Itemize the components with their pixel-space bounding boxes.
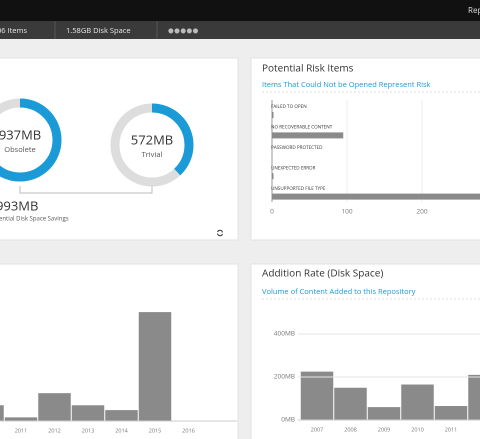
card-title: Addition Rate (Disk Space): [262, 266, 383, 280]
x-tick-label: 2016: [182, 426, 195, 434]
x-tick-label: 2015: [149, 426, 162, 434]
x-tick-label: 2013: [82, 426, 95, 434]
bar: [272, 112, 274, 118]
refresh-glyph: [216, 229, 224, 237]
donut-label: Obsolete: [4, 145, 36, 155]
x-tick-label: 2011: [445, 425, 458, 433]
x-tick-label: 100: [341, 207, 352, 216]
x-tick-label: 2009: [378, 425, 391, 433]
clip-group: [0, 312, 172, 421]
bar: [300, 371, 334, 420]
status-bar: [0, 21, 480, 39]
x-tick-label: 2014: [115, 426, 128, 434]
donut-value: 572MB: [131, 130, 173, 148]
connector: [19, 186, 153, 194]
bar: [401, 384, 434, 420]
card-subtitle: Items That Could Not be Opened Represent…: [262, 80, 431, 90]
bar: [138, 312, 172, 421]
bar: [71, 405, 105, 421]
card-subtitle: Volume of Content Added to this Reposito…: [262, 287, 416, 297]
savings-label: ential Disk Space Savings: [0, 215, 69, 223]
bar: [434, 406, 468, 420]
donut-arc: [0, 98, 62, 182]
bar: [38, 393, 71, 421]
savings-total: 993MB: [0, 196, 38, 214]
bar: [367, 407, 401, 420]
clip-group: [271, 100, 480, 202]
x-tick-label: 2010: [411, 425, 424, 433]
x-tick-label: 2012: [48, 426, 61, 434]
y-tick-label: 400MB: [274, 329, 295, 338]
bar: [272, 193, 480, 200]
category-label: FAILED TO OPEN: [271, 104, 307, 110]
category-label: PASSWORD PROTECTED: [271, 145, 323, 151]
bar: [272, 132, 344, 139]
user-menu[interactable]: Rep: [468, 5, 480, 16]
bar: [105, 410, 138, 421]
bar: [0, 405, 4, 421]
x-tick-label: 200: [416, 207, 427, 216]
donut-arc: [110, 103, 194, 187]
risk-card: [250, 57, 480, 241]
y-tick-label: 0MB: [281, 415, 295, 424]
y-tick-label: 200MB: [274, 372, 295, 381]
category-label: UNSUPPORTED FILE TYPE: [271, 186, 326, 192]
clip-group: [300, 371, 480, 420]
card-title: Potential Risk Items: [262, 61, 354, 75]
top-bar: [0, 0, 480, 21]
x-tick-label: 0: [270, 207, 274, 216]
bar: [272, 173, 274, 180]
x-tick-label: 2011: [15, 426, 28, 434]
refresh-icon[interactable]: [216, 229, 224, 237]
bar: [4, 417, 38, 421]
category-label: NO RECOVERABLE CONTENT: [271, 125, 333, 131]
item-count: 06 Items: [0, 26, 27, 36]
donut-value: 937MB: [0, 125, 41, 143]
bar: [334, 387, 367, 420]
x-tick-label: 2008: [344, 425, 357, 433]
category-label: UNEXPECTED ERROR: [271, 165, 316, 171]
disk-space: 1.58GB Disk Space: [66, 26, 131, 36]
x-tick-label: 2007: [311, 425, 324, 433]
bar: [468, 374, 480, 420]
donut-label: Trivial: [142, 150, 163, 160]
progress-dots: ●●●●●: [168, 26, 199, 35]
